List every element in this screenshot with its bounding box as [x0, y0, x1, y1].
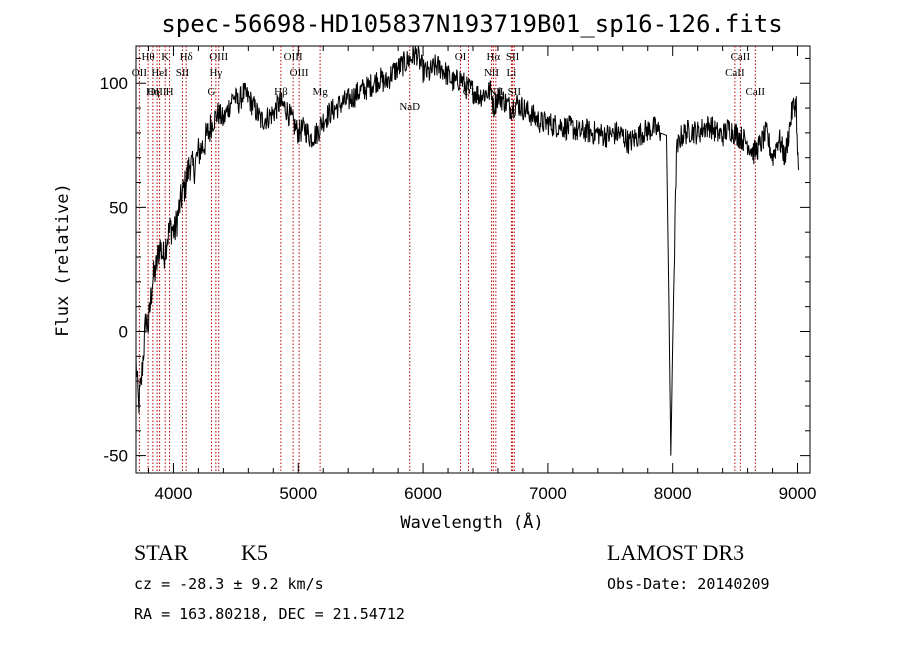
emission-line-label: OII	[132, 67, 148, 79]
y-tick-label: -50	[103, 447, 128, 466]
y-axis-label: Flux (relative)	[53, 183, 73, 337]
emission-line-label: SII	[508, 86, 522, 98]
x-tick-label: 8000	[654, 484, 692, 503]
emission-line-label: Hα	[486, 51, 500, 63]
redshift-velocity: cz = -28.3 ± 9.2 km/s	[134, 575, 324, 593]
emission-line-label: SII	[176, 67, 190, 79]
plot-frame	[135, 45, 811, 474]
y-tick-label: 50	[109, 198, 128, 217]
emission-line-label: Hθ	[141, 51, 154, 63]
emission-line-label: OIII	[148, 86, 167, 98]
x-axis-label: Wavelength (Å)	[400, 511, 543, 533]
survey-name: LAMOST DR3	[607, 540, 745, 565]
emission-line-label: Mg	[312, 86, 328, 98]
emission-line-label: G	[208, 86, 216, 98]
coordinates: RA = 163.80218, DEC = 21.54712	[134, 605, 405, 623]
emission-line-label: CaII	[746, 86, 766, 98]
emission-line-label: H	[166, 86, 174, 98]
emission-line-label: OI	[463, 86, 475, 98]
axis-tick-labels: 4000 5000 6000 7000 8000 9000 -50 0 50 100	[100, 74, 817, 503]
emission-line-label: Li	[507, 67, 517, 79]
object-class: STAR	[134, 540, 189, 565]
emission-line-label: OIII	[209, 51, 228, 63]
axis-ticks	[136, 46, 810, 473]
emission-line-label: CaII	[731, 51, 751, 63]
emission-line-label: Hδ	[180, 51, 193, 63]
flux-series-line	[135, 45, 800, 456]
emission-line-label: OI	[455, 51, 467, 63]
x-tick-label: 4000	[155, 484, 193, 503]
y-tick-label: 0	[119, 322, 128, 341]
emission-line-markers	[138, 46, 756, 473]
x-tick-label: 5000	[279, 484, 317, 503]
x-tick-label: 6000	[404, 484, 442, 503]
observation-date: Obs-Date: 20140209	[607, 575, 770, 593]
emission-line-label: Hη	[146, 86, 160, 98]
emission-line-label: K	[161, 51, 169, 63]
chart-title: spec-56698-HD105837N193719B01_sp16-126.f…	[161, 10, 782, 38]
emission-line-label: SII	[506, 51, 520, 63]
emission-line-label: NaD	[399, 101, 420, 113]
emission-line-label: OIII	[284, 51, 303, 63]
emission-line-label: HeI	[151, 67, 168, 79]
object-subclass: K5	[241, 540, 268, 565]
emission-line-label: OIII	[290, 67, 309, 79]
emission-line-label: CaII	[725, 67, 745, 79]
x-tick-label: 9000	[779, 484, 817, 503]
emission-line-label: NII	[484, 67, 500, 79]
x-tick-label: 7000	[529, 484, 567, 503]
y-tick-label: 100	[100, 74, 128, 93]
emission-line-label: Hγ	[209, 67, 222, 79]
